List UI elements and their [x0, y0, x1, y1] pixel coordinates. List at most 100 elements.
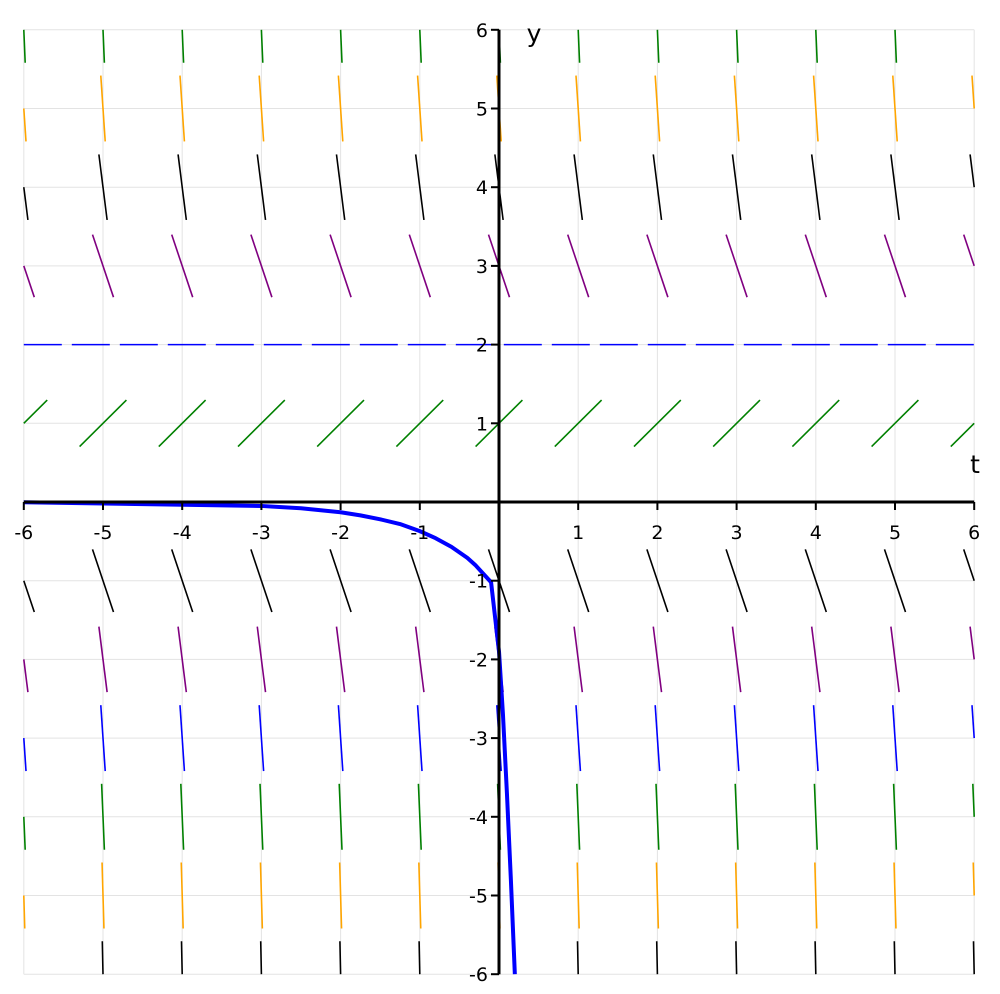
- x-tick-label: 3: [731, 522, 743, 544]
- slope-segment: [654, 705, 661, 772]
- slope-segment: [419, 29, 422, 63]
- slope-segment: [656, 29, 660, 63]
- slope-segment: [734, 862, 739, 929]
- slope-segment: [180, 862, 184, 929]
- slope-segment: [890, 626, 900, 693]
- slope-segment: [576, 862, 580, 929]
- y-tick-label: 5: [476, 99, 488, 121]
- x-axis-title: t: [970, 450, 980, 479]
- slope-segment: [256, 626, 267, 693]
- slope-segment: [655, 783, 660, 850]
- slope-segment: [99, 705, 107, 772]
- slope-segment: [654, 75, 661, 142]
- ticks: -6 -5 -4 -3 -2 -1 1 2 3 4 5 6 -6 -5 -4 -3 -2 -1 1 2 3 4 5 6: [14, 20, 980, 986]
- slope-segment: [577, 29, 581, 63]
- slope-segment: [733, 75, 740, 142]
- slope-segment: [408, 549, 432, 613]
- slope-segment: [177, 154, 188, 221]
- slope-segment: [23, 738, 27, 772]
- y-tick-label: -1: [469, 571, 488, 593]
- slope-segment: [338, 862, 343, 929]
- y-tick-label: -4: [469, 807, 488, 829]
- x-tick-label: 6: [968, 522, 980, 544]
- slope-segment: [91, 549, 115, 613]
- slope-segment: [335, 154, 346, 221]
- slope-segment: [734, 783, 739, 850]
- slope-segment: [408, 234, 432, 298]
- slope-segment: [972, 862, 975, 896]
- x-tick-label: 4: [810, 522, 822, 544]
- slope-segment: [335, 626, 346, 693]
- slope-segment: [576, 941, 579, 975]
- slope-segment: [892, 783, 898, 850]
- y-tick-label: -6: [469, 964, 488, 986]
- slope-segment: [395, 399, 444, 448]
- y-tick-label: 2: [476, 335, 488, 357]
- slope-segment: [890, 154, 900, 221]
- slope-segment: [100, 783, 106, 850]
- slope-segment: [655, 941, 659, 975]
- slope-segment: [337, 75, 344, 142]
- slope-segment: [417, 783, 422, 850]
- slope-segment: [735, 941, 738, 975]
- slope-segment: [950, 422, 975, 448]
- slope-segment: [339, 941, 342, 975]
- slope-segment: [652, 626, 663, 693]
- slope-segment: [969, 154, 975, 188]
- slope-segment: [23, 29, 26, 63]
- slope-segment: [339, 29, 343, 63]
- slope-segment: [971, 705, 975, 739]
- slope-segment: [969, 626, 975, 660]
- x-tick-label: 5: [889, 522, 901, 544]
- slope-segment: [180, 783, 185, 850]
- slope-segment: [316, 399, 365, 448]
- slope-segment: [259, 862, 264, 929]
- slope-segment: [972, 941, 975, 975]
- y-tick-label: 6: [476, 20, 488, 42]
- slope-segment: [731, 626, 742, 693]
- slope-segment: [871, 399, 919, 448]
- slope-segment: [893, 862, 897, 929]
- slope-segment: [810, 154, 821, 221]
- slope-segment: [177, 626, 188, 693]
- slope-segment: [170, 549, 194, 613]
- slope-segment: [91, 234, 115, 298]
- slope-segment: [23, 399, 48, 424]
- slope-segment: [712, 399, 761, 448]
- slope-segment: [791, 399, 840, 448]
- slope-segment: [418, 862, 422, 929]
- x-tick-label: -3: [252, 522, 271, 544]
- slope-segment: [329, 234, 352, 298]
- y-tick-label: 3: [476, 256, 488, 278]
- slope-segment: [23, 816, 26, 850]
- slope-segment: [23, 895, 26, 929]
- x-tick-label: -2: [331, 522, 350, 544]
- slope-segment: [971, 75, 975, 109]
- x-tick-label: -5: [94, 522, 113, 544]
- slope-segment: [259, 941, 263, 975]
- slope-segment: [23, 265, 36, 298]
- slope-segment: [655, 862, 660, 929]
- x-tick-label: 2: [651, 522, 663, 544]
- slope-segment: [158, 399, 207, 448]
- slope-segment: [652, 154, 663, 221]
- slope-segment: [79, 399, 127, 448]
- y-tick-label: -3: [469, 728, 488, 750]
- slope-segment: [258, 75, 265, 142]
- slope-segment: [815, 29, 818, 63]
- slope-segment: [414, 626, 425, 693]
- x-tick-label: 1: [572, 522, 584, 544]
- slope-segment: [735, 29, 739, 63]
- slope-segment: [179, 705, 186, 772]
- slope-segment: [962, 234, 975, 267]
- slope-segment: [23, 108, 27, 142]
- slope-segment: [814, 941, 817, 975]
- slope-segment: [893, 941, 896, 975]
- slope-segment: [416, 705, 423, 772]
- slope-segment: [101, 941, 104, 975]
- slope-segment: [180, 941, 183, 975]
- slope-segment: [813, 783, 818, 850]
- slope-segment: [883, 234, 907, 298]
- slope-segment: [23, 580, 36, 613]
